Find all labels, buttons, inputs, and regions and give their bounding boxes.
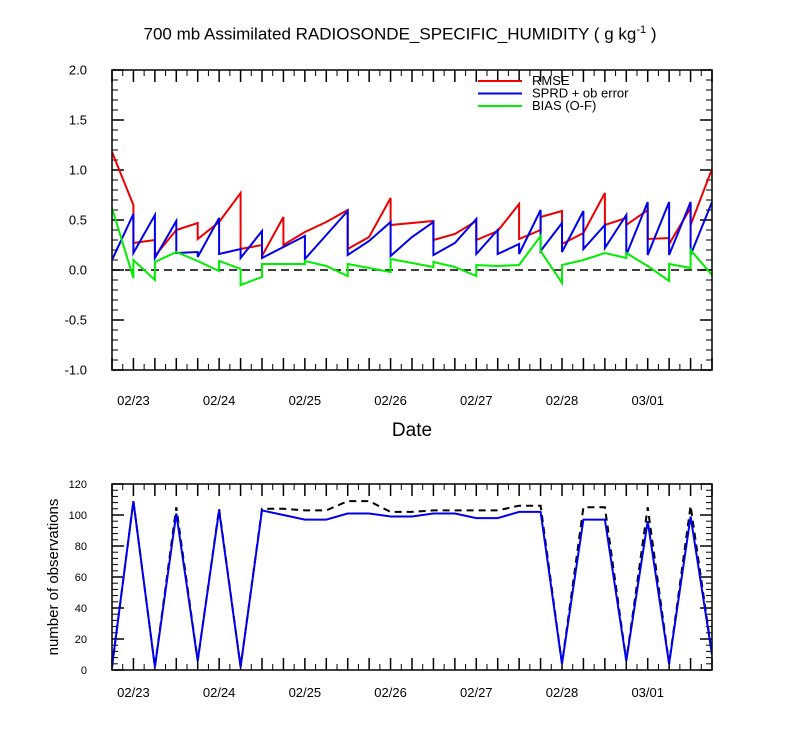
y-tick-label: 2.0 [69, 63, 87, 78]
x-tick-label: 02/27 [460, 393, 493, 408]
y-tick-label: -0.5 [65, 313, 87, 328]
y-tick-label: 120 [69, 479, 87, 491]
series-group [112, 151, 712, 287]
x-tick-label: 02/26 [374, 393, 407, 408]
x-tick-label: 02/23 [117, 685, 150, 700]
legend-label: SPRD + ob error [532, 86, 629, 101]
x-tick-label: 02/24 [203, 393, 236, 408]
series-line-sprd-ob-error [112, 201, 712, 262]
x-tick-label: 03/01 [631, 685, 664, 700]
y-tick-label: 20 [75, 634, 87, 646]
x-tick-label: 02/25 [289, 393, 322, 408]
title-close: ) [646, 24, 657, 44]
series-line-assimilated [112, 500, 712, 668]
y-tick-label: 80 [75, 541, 87, 553]
legend-label: RMSE [532, 73, 570, 88]
plot-frame [111, 69, 713, 371]
y-tick-label: 0 [81, 665, 87, 677]
y-tick-label: 40 [75, 603, 87, 615]
y-tick-label: 1.0 [69, 163, 87, 178]
y-tick-label: 0.5 [69, 213, 87, 228]
plot-frame [111, 483, 713, 671]
x-tick-label: 02/26 [374, 685, 407, 700]
series-line-rmse [112, 151, 712, 259]
x-tick-label: 02/23 [117, 393, 150, 408]
y-axis-label: number of observations [45, 499, 62, 656]
y-tick-label: 100 [69, 510, 87, 522]
y-tick-label: -1.0 [65, 363, 87, 378]
x-tick-label: 02/24 [203, 685, 236, 700]
series-line-possible [112, 500, 712, 668]
x-tick-label: 02/25 [289, 685, 322, 700]
statistics-panel: 2.0 1.5 1.0 0.5 0.0 -0.5 -1.0 02/23 02/24 02/25 02… [65, 63, 713, 441]
title-superscript: -1 [636, 24, 647, 36]
chart-title: 700 mb Assimilated RADIOSONDE_SPECIFIC_H… [0, 24, 800, 45]
legend-label: BIAS (O-F) [532, 98, 596, 113]
x-tick-label: 02/28 [546, 393, 579, 408]
series-group [112, 500, 712, 668]
y-tick-label: 0.0 [69, 263, 87, 278]
observations-panel: 120 100 80 60 40 20 0 02/23 02/24 02/25 02/26 02/27… [45, 479, 713, 700]
y-tick-label: 60 [75, 572, 87, 584]
y-tick-label: 1.5 [69, 113, 87, 128]
x-tick-label: 03/01 [631, 393, 664, 408]
series-line-bias-o-f [112, 207, 712, 287]
x-tick-label: 02/27 [460, 685, 493, 700]
x-axis-label: Date [392, 420, 432, 441]
title-text: 700 mb Assimilated RADIOSONDE_SPECIFIC_H… [143, 24, 637, 44]
x-tick-label: 02/28 [546, 685, 579, 700]
